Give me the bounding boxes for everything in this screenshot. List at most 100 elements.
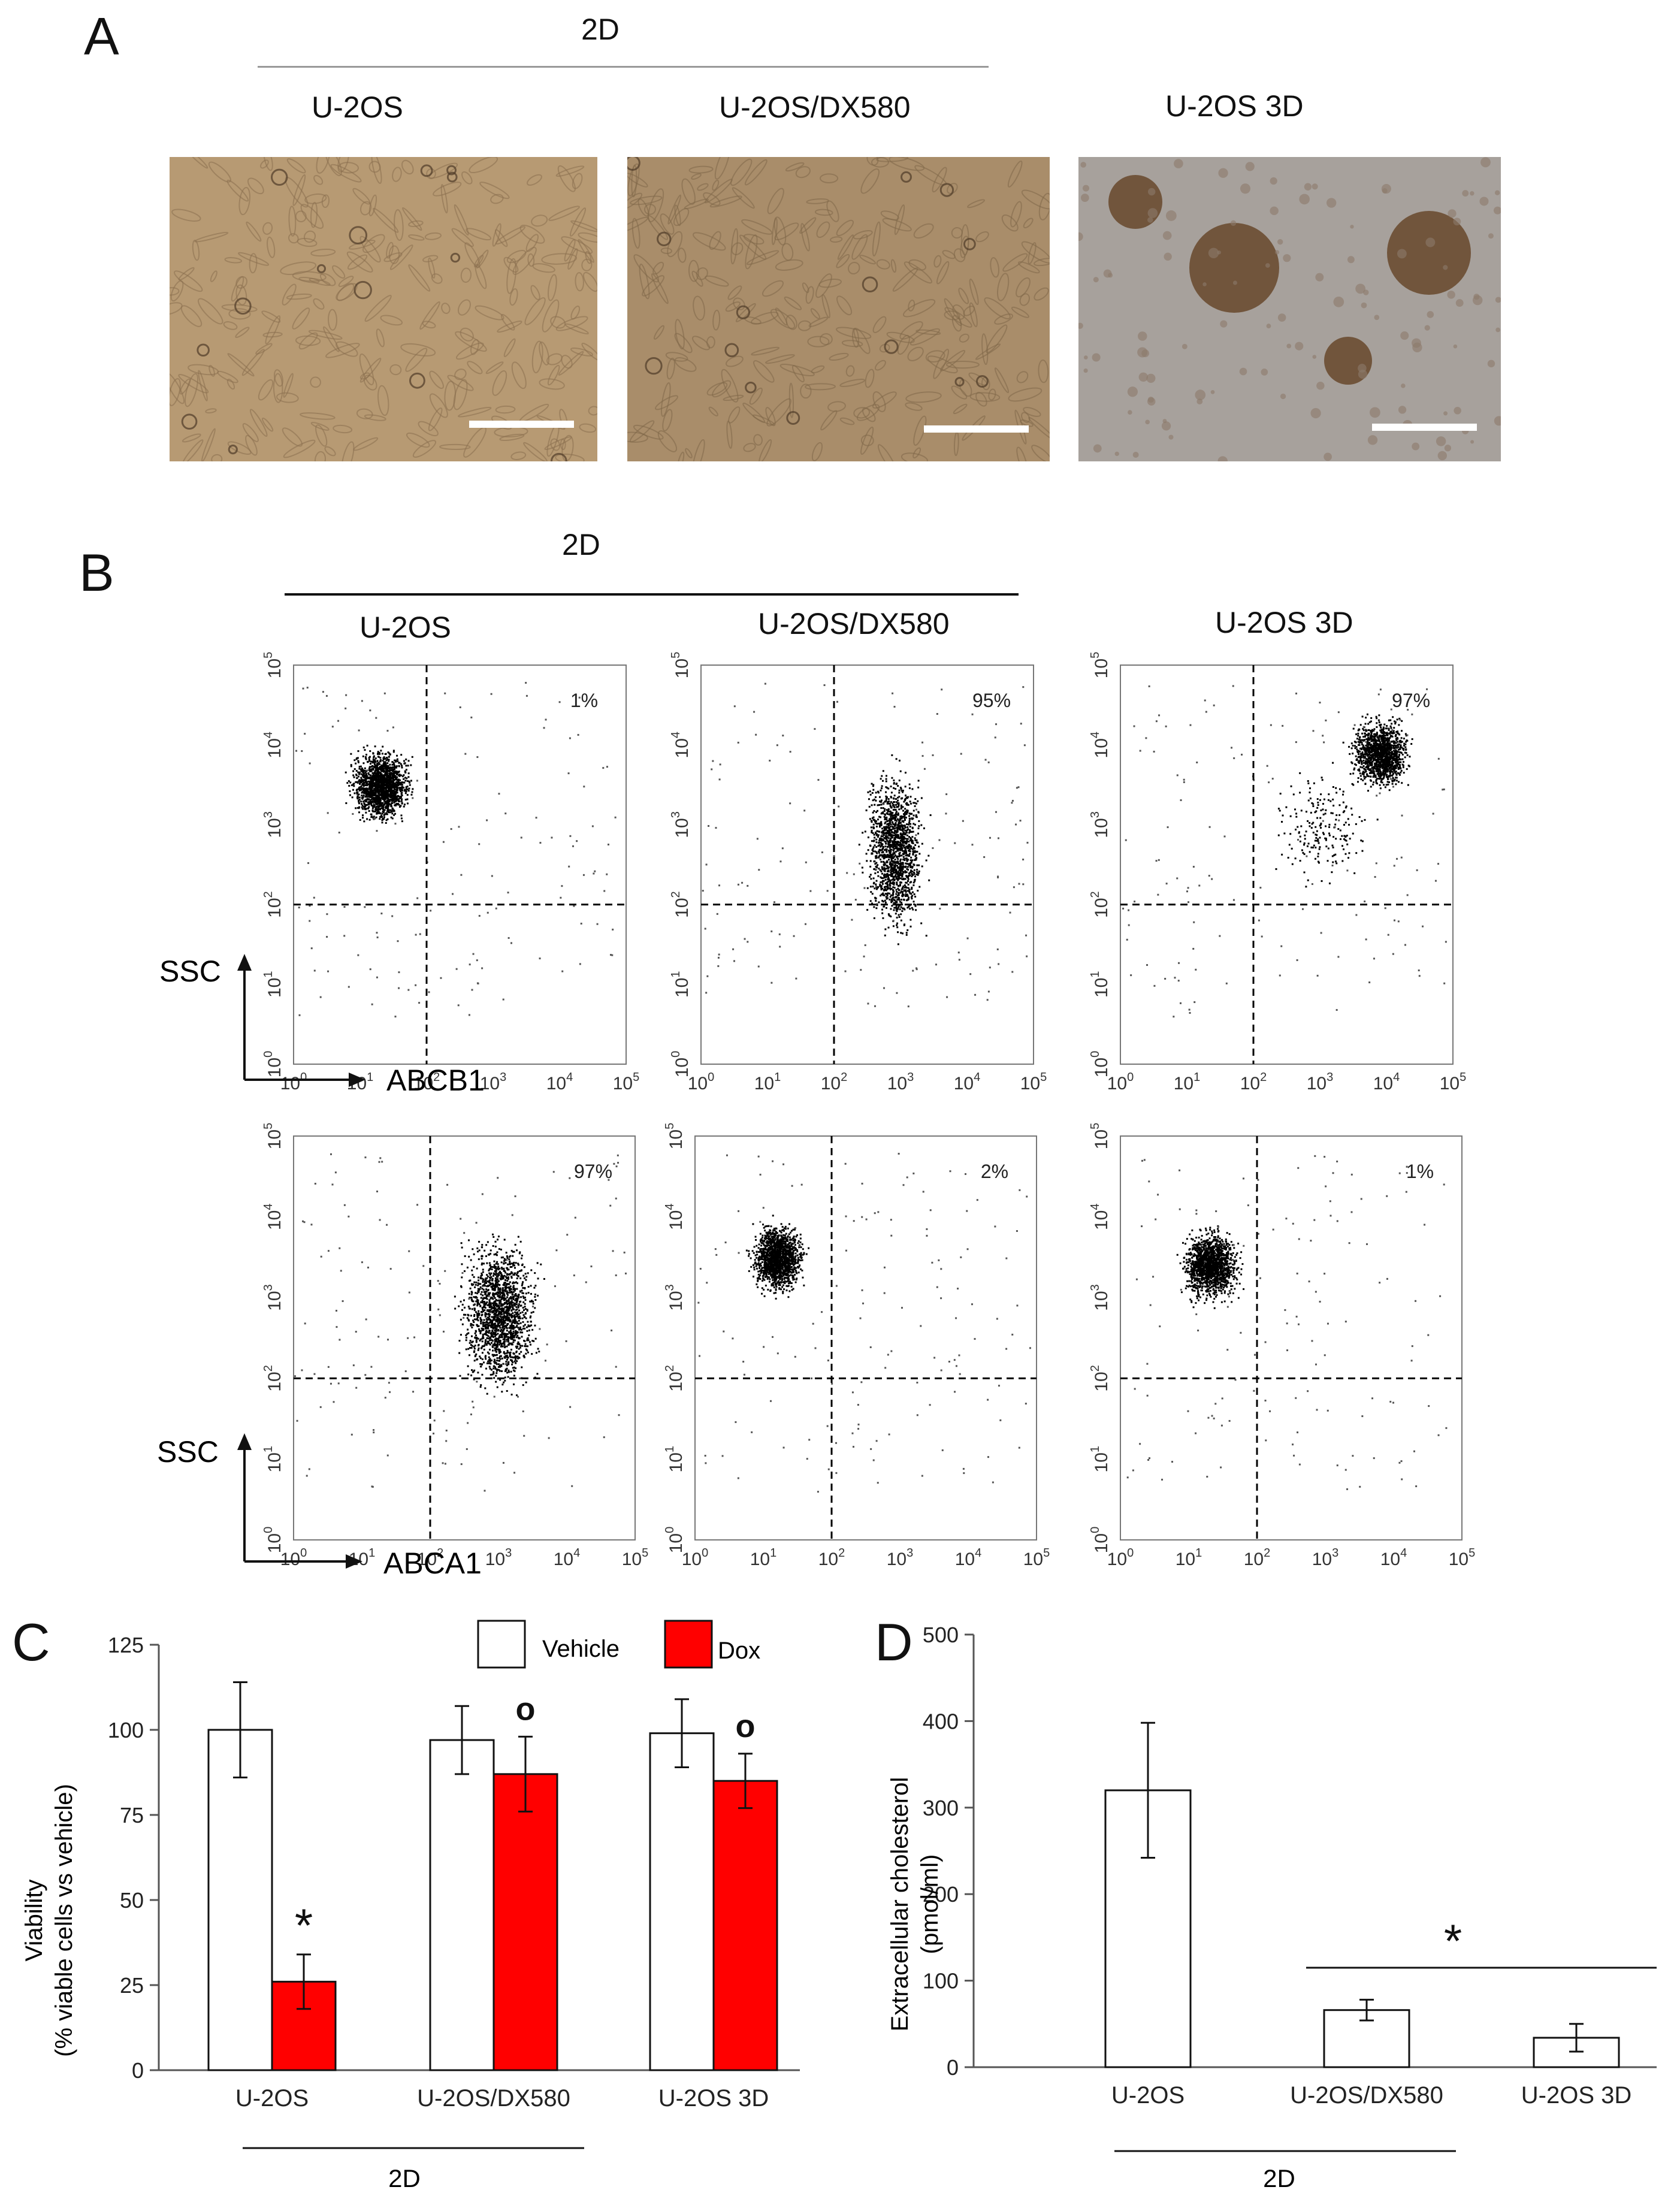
cell-shape (325, 157, 342, 176)
flow-event (910, 893, 912, 895)
flow-event (901, 878, 904, 880)
flow-event (368, 766, 371, 768)
flow-event (371, 760, 374, 763)
cell-shape (359, 358, 382, 383)
single-cell (1168, 434, 1174, 440)
flow-event (394, 759, 396, 762)
flow-event (392, 774, 394, 777)
flow-event (356, 792, 358, 794)
flow-event (898, 899, 901, 901)
flow-event (756, 838, 759, 840)
cell-shape (226, 179, 249, 202)
cell-shape (693, 295, 705, 321)
flow-event (1388, 781, 1391, 783)
flow-event (915, 873, 918, 875)
flow-event (886, 873, 889, 875)
flow-event (875, 841, 878, 844)
flow-event (388, 772, 391, 775)
flow-event (1368, 769, 1371, 772)
flow-event (1398, 756, 1400, 759)
flow-event (381, 805, 383, 808)
flow-event (889, 834, 891, 836)
cell-shape (170, 372, 185, 404)
flow-event (908, 872, 910, 875)
flow-event (883, 855, 885, 857)
flow-event (352, 789, 354, 791)
flow-event (894, 854, 896, 857)
flow-event (369, 774, 371, 777)
flow-event (1383, 741, 1385, 744)
flow-event (442, 841, 445, 843)
flow-event (385, 806, 387, 809)
flow-event (894, 829, 896, 832)
flow-event (898, 855, 901, 857)
flow-event (908, 854, 910, 856)
flow-event (958, 959, 960, 961)
rounded-cell (409, 372, 425, 389)
flow-event (899, 870, 902, 872)
cell-shape (1007, 160, 1023, 188)
flow-event (737, 883, 739, 886)
flow-event (903, 836, 905, 838)
cell-shape (692, 439, 705, 461)
flow-event (382, 798, 384, 801)
flow-event (913, 903, 915, 905)
rounded-cell (745, 381, 757, 394)
flow-event (394, 800, 397, 802)
flow-event (893, 866, 895, 869)
flow-event (879, 869, 881, 871)
flow-event (885, 848, 887, 851)
flow-event (901, 887, 904, 890)
flow-event (404, 777, 406, 779)
y-tick-label: 102 (669, 891, 692, 918)
flow-event (386, 784, 389, 787)
flow-event (384, 796, 386, 799)
flow-event (378, 753, 380, 755)
flow-event (476, 756, 479, 759)
flow-event (881, 843, 884, 845)
flow-event (1374, 749, 1377, 751)
flow-event (388, 800, 391, 802)
flow-event (379, 794, 381, 796)
flow-event (366, 784, 368, 787)
cell-shape (588, 406, 597, 416)
flow-event (913, 871, 915, 874)
flow-event (905, 881, 907, 884)
flow-event (889, 829, 892, 831)
flow-event (898, 808, 901, 811)
flow-event (889, 880, 892, 882)
flow-event (390, 784, 392, 786)
flow-event (358, 788, 360, 790)
flow-event (357, 954, 359, 956)
flow-event (1395, 733, 1397, 736)
cell-shape (767, 188, 784, 215)
flow-event (1367, 768, 1369, 771)
flow-event (397, 940, 399, 943)
cell-shape (675, 319, 685, 350)
flow-event (909, 801, 911, 803)
flow-event (1392, 762, 1395, 764)
flow-event (352, 770, 355, 772)
flow-event (867, 849, 869, 851)
flow-event (896, 872, 899, 875)
flow-event (1389, 719, 1392, 721)
flow-event (1372, 750, 1374, 752)
flow-event (358, 789, 361, 792)
flow-event (1395, 731, 1398, 733)
flow-event (897, 896, 899, 899)
flow-event (386, 805, 389, 808)
flow-event (904, 811, 906, 814)
flow-event (898, 863, 900, 865)
flow-event (364, 749, 366, 751)
flow-event (378, 802, 380, 805)
flow-event (880, 787, 883, 790)
flow-event (875, 899, 877, 902)
flow-event (869, 865, 872, 868)
flow-event (875, 856, 878, 859)
flow-event (1376, 717, 1378, 720)
flow-event (896, 842, 899, 845)
flow-event (905, 795, 907, 797)
flow-event (399, 783, 401, 786)
flow-event (382, 790, 385, 792)
flow-event (770, 930, 773, 932)
